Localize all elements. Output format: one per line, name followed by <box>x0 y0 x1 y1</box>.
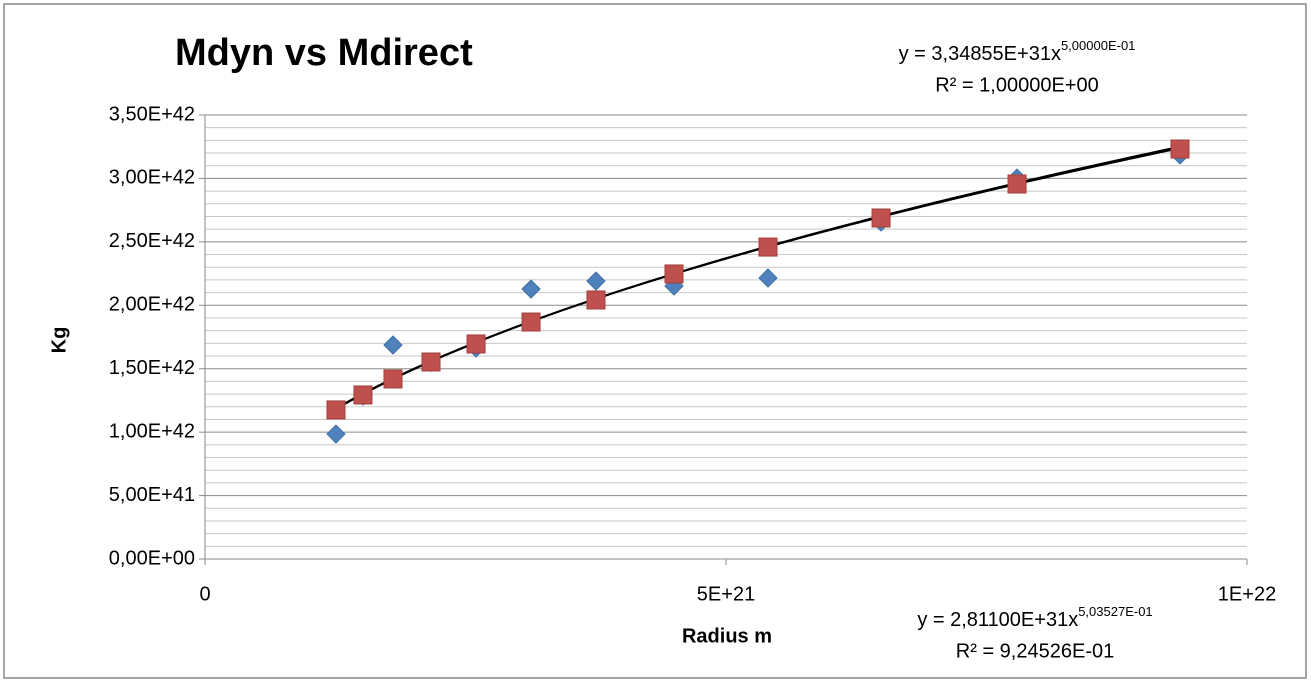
y-tick-label: 5,00E+41 <box>109 484 195 506</box>
trendline-equation: y = 3,34855E+31x5,00000E-01 <box>899 38 1136 65</box>
marker <box>521 279 541 299</box>
marker <box>1170 139 1190 159</box>
x-tick-label: 1E+22 <box>1218 583 1276 605</box>
marker <box>383 369 403 389</box>
marker <box>758 268 778 288</box>
marker <box>1007 174 1027 194</box>
chart-frame <box>3 3 1307 679</box>
marker <box>326 424 346 444</box>
trendline-r2: R² = 9,24526E-01 <box>956 640 1114 662</box>
x-tick-label: 5E+21 <box>697 583 755 605</box>
marker <box>664 264 684 284</box>
marker <box>421 352 441 372</box>
marker <box>466 334 486 354</box>
marker <box>521 312 541 332</box>
marker <box>353 385 373 405</box>
x-axis-label: Radius m <box>682 625 772 647</box>
marker <box>758 237 778 257</box>
marker <box>383 335 403 355</box>
equation-text: y = 3,34855E+31x <box>899 43 1061 65</box>
trendline-r2: R² = 1,00000E+00 <box>935 74 1098 96</box>
marker <box>326 400 346 420</box>
equation-exponent: 5,03527E-01 <box>1078 604 1152 619</box>
y-tick-label: 2,00E+42 <box>109 294 195 316</box>
chart-title: Mdyn vs Mdirect <box>175 32 473 74</box>
y-tick-label: 2,50E+42 <box>109 230 195 252</box>
y-tick-label: 3,00E+42 <box>109 167 195 189</box>
marker <box>586 271 606 291</box>
y-tick-label: 1,00E+42 <box>109 420 195 442</box>
y-tick-label: 3,50E+42 <box>109 103 195 125</box>
trendline-equation: y = 2,81100E+31x5,03527E-01 <box>917 604 1152 631</box>
x-tick-label: 0 <box>199 583 210 605</box>
equation-text: y = 2,81100E+31x <box>917 609 1078 631</box>
marker <box>586 290 606 310</box>
marker <box>871 208 891 228</box>
equation-exponent: 5,00000E-01 <box>1061 38 1135 53</box>
y-axis-label: Kg <box>48 327 70 354</box>
y-tick-label: 1,50E+42 <box>109 357 195 379</box>
y-tick-label: 0,00E+00 <box>109 547 195 569</box>
